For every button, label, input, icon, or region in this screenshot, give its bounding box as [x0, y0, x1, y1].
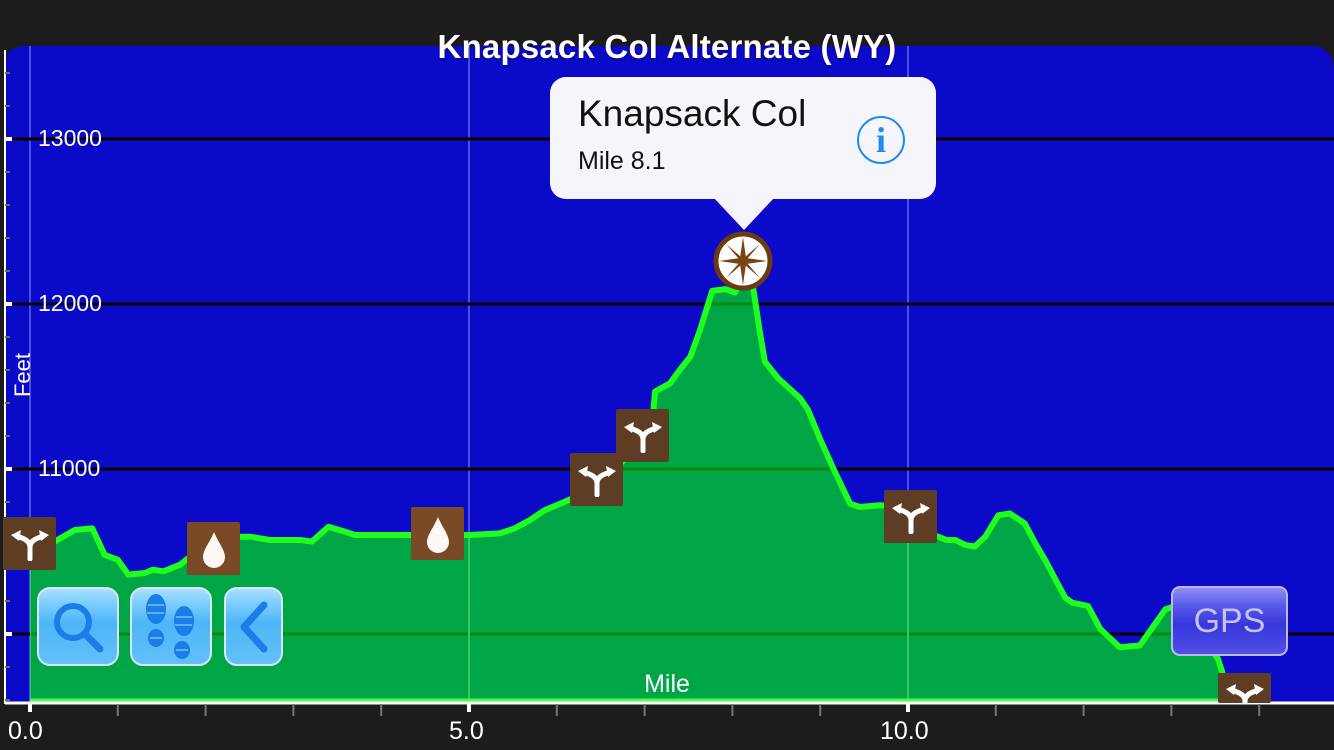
- water-marker[interactable]: [411, 507, 464, 560]
- water-drop-icon: [426, 516, 449, 553]
- elevation-area: [30, 284, 1228, 702]
- waypoint-callout[interactable]: Knapsack Col Mile 8.1 i: [550, 77, 936, 199]
- y-major-ticks: [4, 137, 12, 636]
- y-axis-label: Feet: [10, 352, 35, 398]
- x-tick-5: 5.0: [449, 717, 484, 745]
- x-tick-0: 0.0: [8, 717, 43, 745]
- junction-marker[interactable]: [616, 409, 669, 462]
- junction-marker[interactable]: [3, 517, 56, 570]
- fork-icon: [10, 529, 49, 561]
- zoom-button[interactable]: [37, 587, 119, 666]
- water-drop-icon: [202, 531, 225, 568]
- junction-marker[interactable]: [1218, 673, 1271, 703]
- y-tick-12000: 12000: [38, 290, 102, 316]
- callout-mile: Mile 8.1: [578, 147, 666, 175]
- track-button[interactable]: [130, 587, 212, 666]
- back-button[interactable]: [224, 587, 283, 666]
- fork-icon: [577, 465, 616, 497]
- water-marker[interactable]: [187, 522, 240, 575]
- y-tick-11000: 11000: [38, 455, 101, 481]
- callout-title: Knapsack Col: [578, 93, 807, 134]
- x-axis-label: Mile: [644, 670, 690, 698]
- footprints-icon: [146, 593, 194, 659]
- chevron-left-icon: [240, 601, 267, 652]
- summit-marker[interactable]: [713, 231, 773, 291]
- x-tick-10: 10.0: [880, 717, 929, 745]
- chart-title: Knapsack Col Alternate (WY): [437, 28, 897, 65]
- fork-icon: [1225, 684, 1264, 703]
- fork-icon: [623, 421, 662, 453]
- compass-rose-icon: [713, 231, 773, 291]
- y-tick-13000: 13000: [38, 125, 102, 151]
- x-ticks: [28, 704, 1261, 716]
- fork-icon: [891, 502, 930, 534]
- junction-marker[interactable]: [570, 453, 623, 506]
- magnifier-icon: [54, 602, 104, 652]
- gps-button[interactable]: GPS: [1171, 586, 1288, 656]
- callout-pointer: [714, 198, 774, 230]
- junction-marker[interactable]: [884, 490, 937, 543]
- info-icon[interactable]: i: [857, 116, 905, 164]
